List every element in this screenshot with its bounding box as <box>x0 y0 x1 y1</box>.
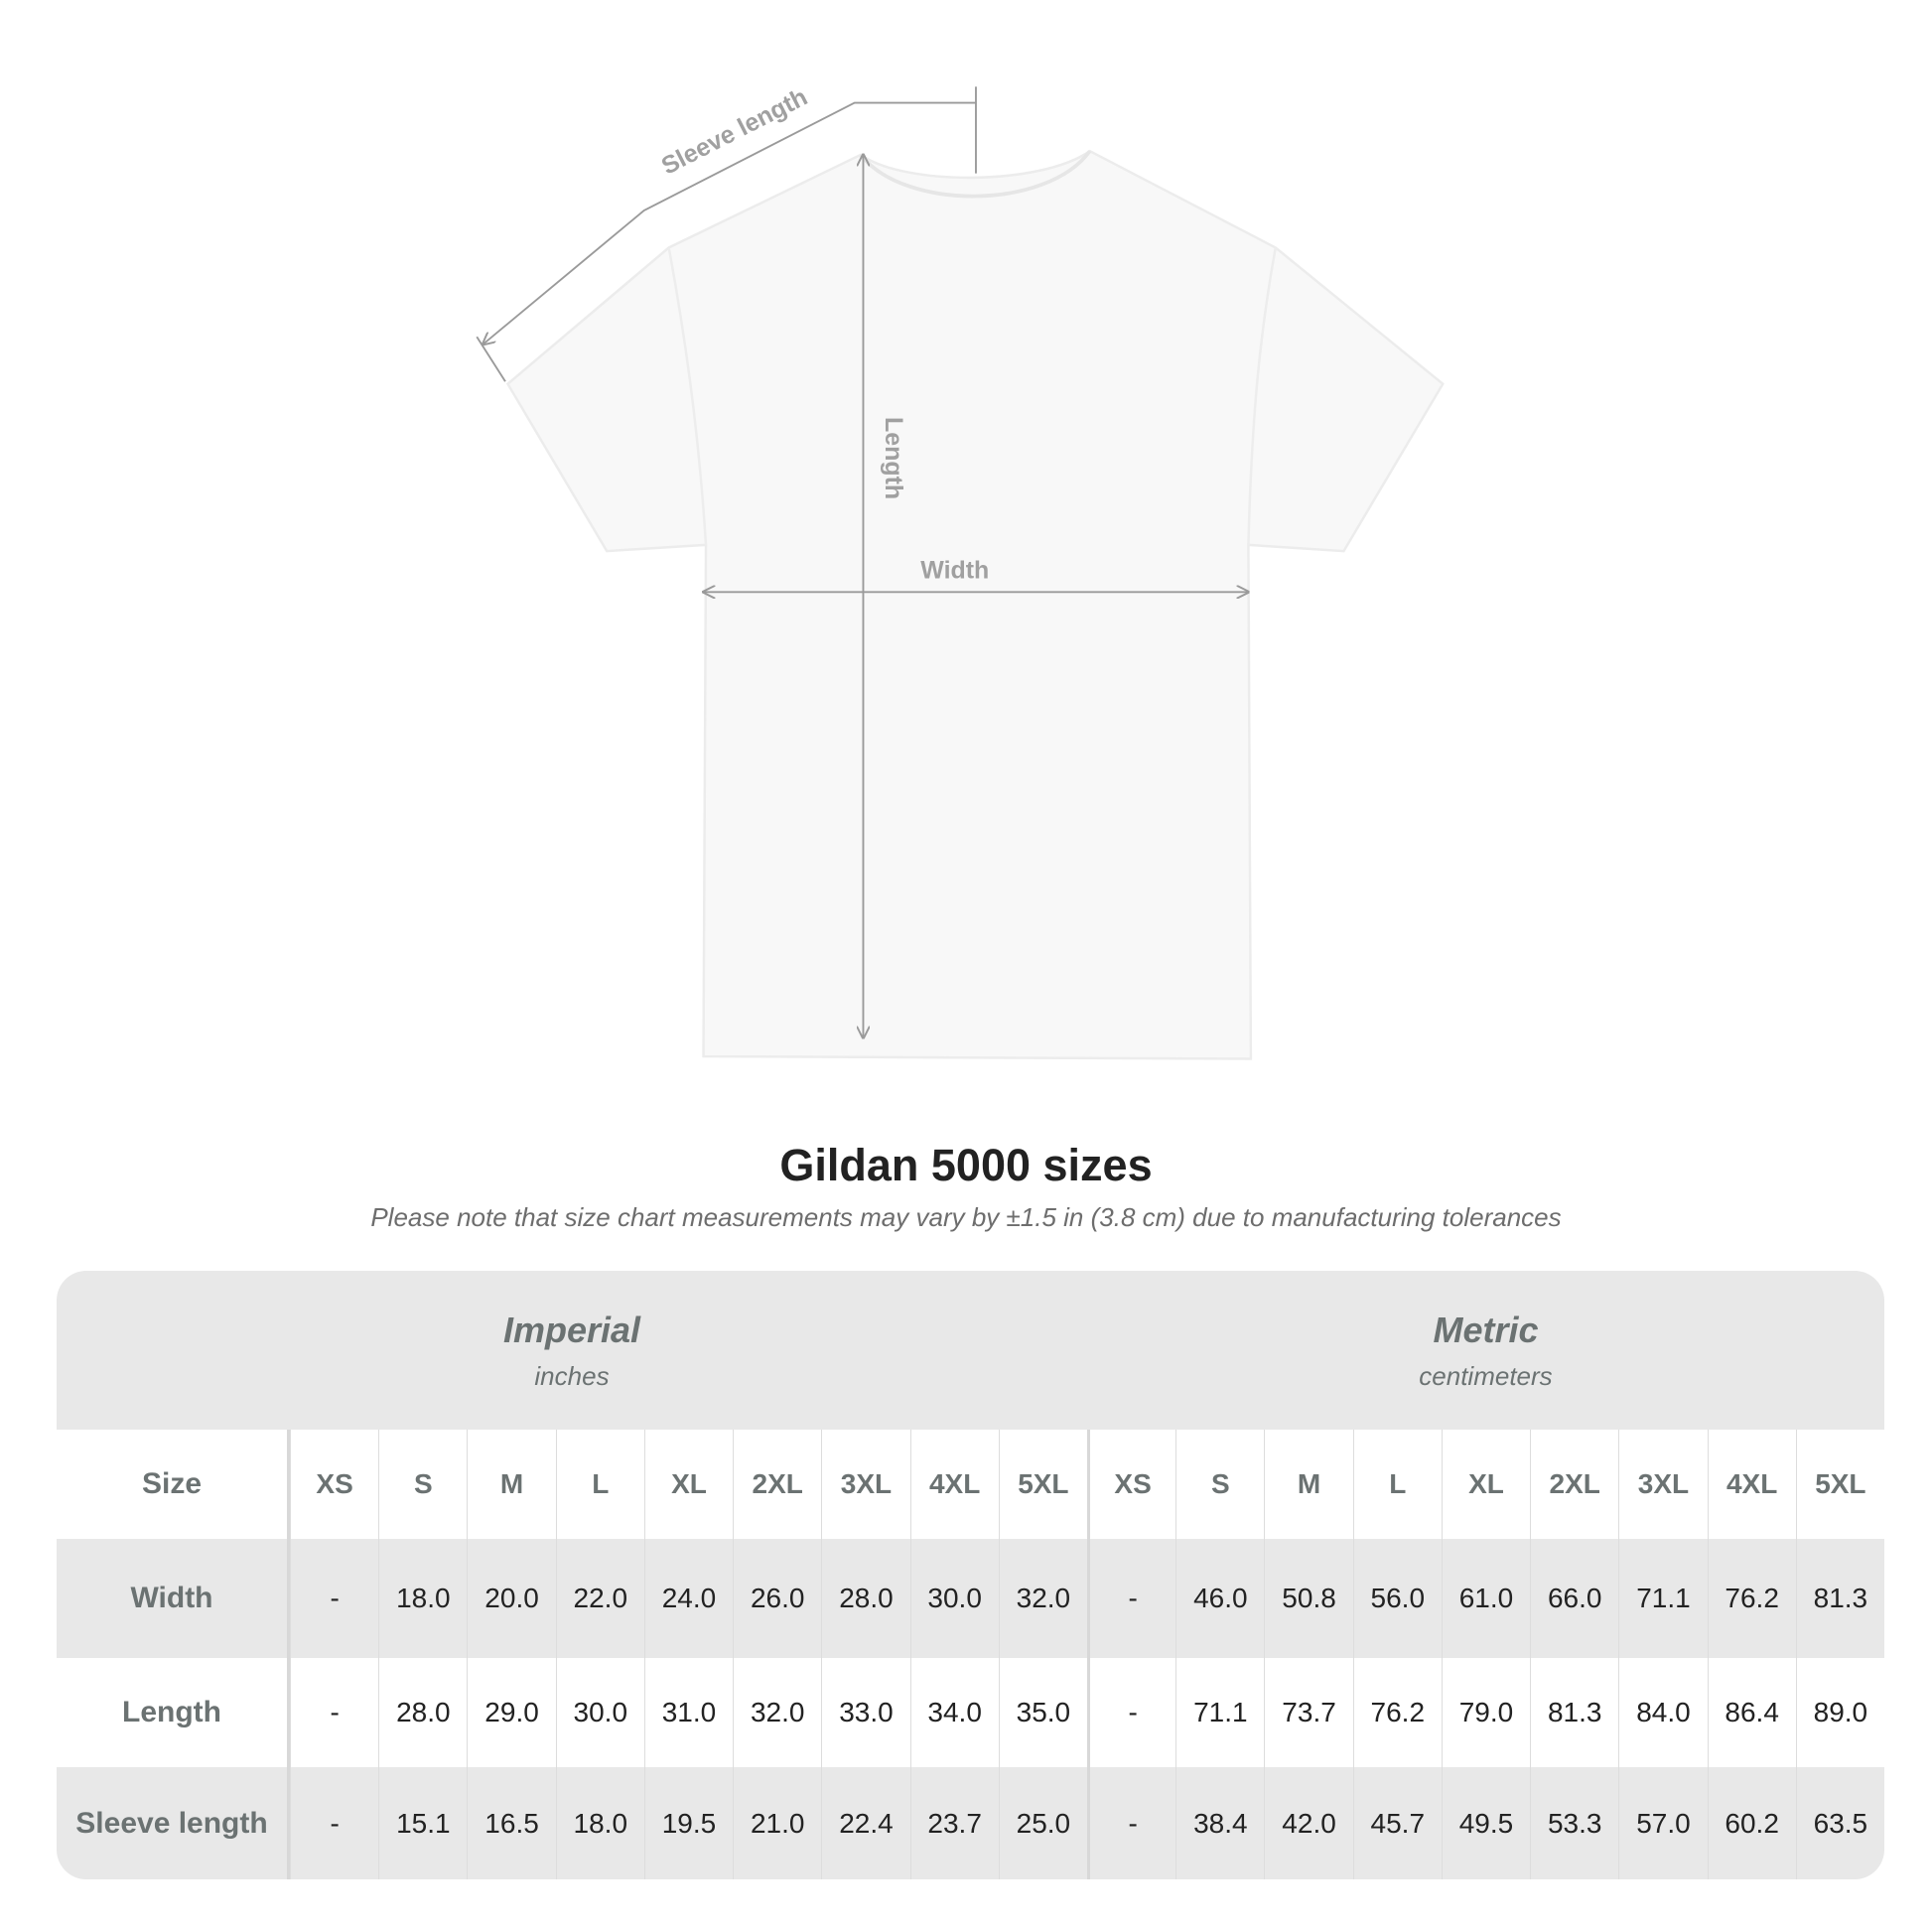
metric-value-cell: 81.3 <box>1530 1658 1618 1767</box>
metric-size-header: S <box>1175 1430 1264 1539</box>
metric-value-cell: 61.0 <box>1441 1539 1531 1658</box>
imperial-value-cell: 22.0 <box>555 1539 644 1658</box>
row-label: Width <box>57 1539 290 1658</box>
imperial-size-header: 5XL <box>998 1430 1087 1539</box>
imperial-size-header: XL <box>643 1430 733 1539</box>
metric-value-cell: 42.0 <box>1264 1767 1353 1879</box>
imperial-value-cell: 28.0 <box>821 1539 910 1658</box>
imperial-size-header: M <box>467 1430 555 1539</box>
imperial-value-cell: 16.5 <box>467 1767 556 1879</box>
metric-value-cell: 79.0 <box>1441 1658 1530 1767</box>
imperial-value-cell: 25.0 <box>998 1767 1087 1879</box>
imperial-value-cell: 22.4 <box>821 1767 910 1879</box>
imperial-value-cell: 15.1 <box>378 1767 468 1879</box>
metric-value-cell: 38.4 <box>1175 1767 1265 1879</box>
metric-size-header: 2XL <box>1530 1430 1618 1539</box>
imperial-value-cell: 28.0 <box>378 1658 467 1767</box>
metric-size-header: 4XL <box>1707 1430 1796 1539</box>
tolerance-note: Please note that size chart measurements… <box>370 1202 1562 1232</box>
metric-value-cell: 71.1 <box>1175 1658 1264 1767</box>
metric-size-header: M <box>1264 1430 1352 1539</box>
imperial-value-cell: 18.0 <box>378 1539 468 1658</box>
row-label: Length <box>57 1658 290 1767</box>
metric-value-cell: 76.2 <box>1707 1539 1796 1658</box>
imperial-value-cell: 24.0 <box>643 1539 734 1658</box>
metric-value-cell: 73.7 <box>1264 1658 1352 1767</box>
metric-value-cell: 57.0 <box>1618 1767 1708 1879</box>
metric-size-header: 5XL <box>1795 1430 1884 1539</box>
metric-value-cell: 45.7 <box>1352 1767 1442 1879</box>
tshirt-shape <box>505 149 1445 1060</box>
imperial-unit: inches <box>534 1360 610 1391</box>
metric-value-cell: 81.3 <box>1795 1539 1884 1658</box>
metric-size-header: XL <box>1441 1430 1530 1539</box>
metric-value-cell: 84.0 <box>1618 1658 1707 1767</box>
metric-unit: centimeters <box>1419 1360 1553 1391</box>
length-label: Length <box>880 417 907 499</box>
imperial-value-cell: - <box>290 1767 379 1879</box>
metric-size-header: XS <box>1086 1430 1175 1539</box>
imperial-value-cell: 33.0 <box>821 1658 909 1767</box>
chart-title: Gildan 5000 sizes <box>779 1140 1153 1190</box>
tshirt-collar <box>859 150 1092 199</box>
imperial-value-cell: 35.0 <box>998 1658 1087 1767</box>
imperial-value-cell: 23.7 <box>909 1767 999 1879</box>
row-label: Sleeve length <box>57 1767 290 1879</box>
imperial-value-cell: 20.0 <box>467 1539 556 1658</box>
metric-value-cell: 53.3 <box>1530 1767 1619 1879</box>
metric-header: Metric centimeters <box>1087 1271 1884 1430</box>
size-table: Imperial inches Metric centimeters Size X… <box>57 1271 1884 1879</box>
imperial-value-cell: 30.0 <box>909 1539 999 1658</box>
metric-value-cell: 71.1 <box>1618 1539 1708 1658</box>
imperial-size-header: L <box>555 1430 644 1539</box>
imperial-size-header: XS <box>290 1430 378 1539</box>
metric-value-cell: - <box>1086 1539 1176 1658</box>
imperial-size-header: 3XL <box>821 1430 909 1539</box>
imperial-header: Imperial inches <box>57 1271 1087 1430</box>
metric-value-cell: 46.0 <box>1175 1539 1265 1658</box>
imperial-value-cell: 31.0 <box>643 1658 733 1767</box>
metric-value-cell: 63.5 <box>1795 1767 1884 1879</box>
metric-value-cell: 76.2 <box>1352 1658 1442 1767</box>
metric-value-cell: 60.2 <box>1707 1767 1796 1879</box>
metric-value-cell: 89.0 <box>1795 1658 1884 1767</box>
imperial-value-cell: - <box>290 1658 378 1767</box>
imperial-value-cell: - <box>290 1539 379 1658</box>
metric-value-cell: 50.8 <box>1264 1539 1353 1658</box>
imperial-value-cell: 30.0 <box>555 1658 644 1767</box>
metric-value-cell: - <box>1086 1767 1176 1879</box>
imperial-value-cell: 29.0 <box>467 1658 555 1767</box>
imperial-value-cell: 21.0 <box>733 1767 822 1879</box>
imperial-value-cell: 32.0 <box>998 1539 1087 1658</box>
sleeve-measure-line <box>483 101 976 345</box>
imperial-size-header: S <box>378 1430 467 1539</box>
imperial-size-header: 4XL <box>909 1430 999 1539</box>
metric-title: Metric <box>1433 1309 1539 1350</box>
metric-size-header: 3XL <box>1618 1430 1707 1539</box>
sleeve-label: Sleeve length <box>657 83 812 181</box>
size-header-label: Size <box>57 1430 290 1539</box>
imperial-value-cell: 19.5 <box>643 1767 734 1879</box>
imperial-value-cell: 32.0 <box>733 1658 821 1767</box>
imperial-value-cell: 26.0 <box>733 1539 822 1658</box>
imperial-value-cell: 34.0 <box>909 1658 999 1767</box>
metric-value-cell: 66.0 <box>1530 1539 1619 1658</box>
imperial-value-cell: 18.0 <box>555 1767 644 1879</box>
imperial-size-header: 2XL <box>733 1430 821 1539</box>
width-label: Width <box>920 557 989 585</box>
metric-value-cell: 56.0 <box>1352 1539 1442 1658</box>
metric-value-cell: - <box>1086 1658 1175 1767</box>
metric-value-cell: 49.5 <box>1441 1767 1531 1879</box>
metric-size-header: L <box>1352 1430 1442 1539</box>
imperial-title: Imperial <box>502 1309 641 1350</box>
metric-value-cell: 86.4 <box>1707 1658 1796 1767</box>
